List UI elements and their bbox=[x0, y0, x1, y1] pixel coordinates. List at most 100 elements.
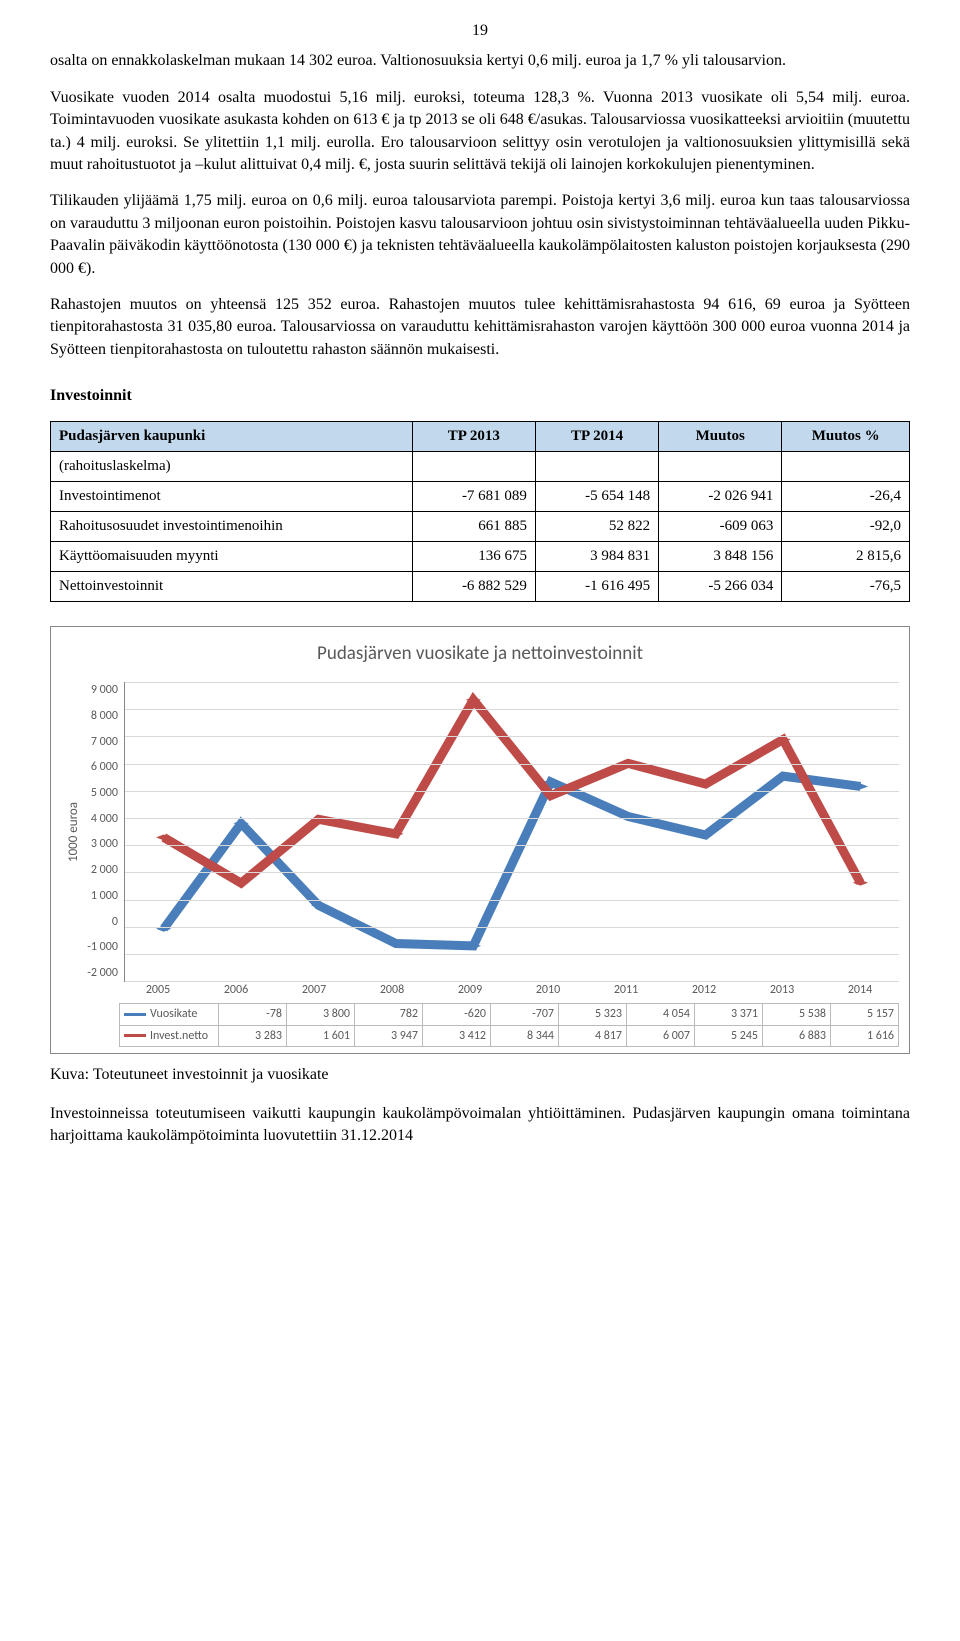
legend-value: 1 616 bbox=[831, 1025, 899, 1047]
table-cell: -609 063 bbox=[659, 512, 782, 542]
chart-y-axis: 9 000 8 000 7 000 6 000 5 000 4 000 3 000 2 000… bbox=[87, 682, 124, 982]
y-tick: 2 000 bbox=[87, 862, 118, 879]
table-cell: 3 984 831 bbox=[535, 542, 658, 572]
legend-value: -707 bbox=[491, 1003, 559, 1025]
paragraph-4: Rahastojen muutos on yhteensä 125 352 eu… bbox=[50, 294, 910, 361]
table-cell: (rahoituslaskelma) bbox=[51, 452, 413, 482]
y-tick: 4 000 bbox=[87, 811, 118, 828]
table-header-cell: Muutos % bbox=[782, 422, 910, 452]
x-tick: 2006 bbox=[197, 982, 275, 999]
paragraph-3: Tilikauden ylijäämä 1,75 milj. euroa on … bbox=[50, 190, 910, 280]
legend-value: -78 bbox=[219, 1003, 287, 1025]
chart-y-label: 1000 euroa bbox=[61, 682, 87, 982]
x-tick: 2007 bbox=[275, 982, 353, 999]
legend-label: Invest.netto bbox=[120, 1025, 219, 1047]
table-row: Investointimenot-7 681 089-5 654 148-2 0… bbox=[51, 482, 910, 512]
table-row: Käyttöomaisuuden myynti136 6753 984 8313… bbox=[51, 542, 910, 572]
table-header-cell: Muutos bbox=[659, 422, 782, 452]
chart-x-labels: 2005200620072008200920102011201220132014 bbox=[119, 982, 899, 999]
legend-value: 4 817 bbox=[559, 1025, 627, 1047]
legend-value: 5 538 bbox=[763, 1003, 831, 1025]
legend-label: Vuosikate bbox=[120, 1003, 219, 1025]
table-cell: -2 026 941 bbox=[659, 482, 782, 512]
x-tick: 2013 bbox=[743, 982, 821, 999]
investoinnit-table: Pudasjärven kaupunkiTP 2013TP 2014Muutos… bbox=[50, 421, 910, 602]
y-tick: -1 000 bbox=[87, 939, 118, 956]
table-cell: Investointimenot bbox=[51, 482, 413, 512]
legend-swatch bbox=[124, 1034, 146, 1037]
table-cell bbox=[659, 452, 782, 482]
chart-lines bbox=[125, 682, 899, 981]
y-tick: 8 000 bbox=[87, 708, 118, 725]
legend-value: 8 344 bbox=[491, 1025, 559, 1047]
table-header-cell: TP 2013 bbox=[412, 422, 535, 452]
x-tick: 2012 bbox=[665, 982, 743, 999]
legend-value: 3 412 bbox=[423, 1025, 491, 1047]
table-cell: Nettoinvestoinnit bbox=[51, 572, 413, 602]
table-cell bbox=[412, 452, 535, 482]
table-row: Nettoinvestoinnit-6 882 529-1 616 495-5 … bbox=[51, 572, 910, 602]
y-tick: 7 000 bbox=[87, 734, 118, 751]
footer-paragraph: Investoinneissa toteutumiseen vaikutti k… bbox=[50, 1103, 910, 1148]
legend-value: 5 323 bbox=[559, 1003, 627, 1025]
chart-plot bbox=[124, 682, 899, 982]
table-cell: 2 815,6 bbox=[782, 542, 910, 572]
legend-row: Invest.netto3 2831 6013 9473 4128 3444 8… bbox=[120, 1025, 899, 1047]
table-cell bbox=[535, 452, 658, 482]
legend-value: 6 883 bbox=[763, 1025, 831, 1047]
table-row: Rahoitusosuudet investointimenoihin661 8… bbox=[51, 512, 910, 542]
table-cell: -5 266 034 bbox=[659, 572, 782, 602]
table-cell: -5 654 148 bbox=[535, 482, 658, 512]
table-cell: Käyttöomaisuuden myynti bbox=[51, 542, 413, 572]
y-tick: 1 000 bbox=[87, 888, 118, 905]
paragraph-1: osalta on ennakkolaskelman mukaan 14 302… bbox=[50, 50, 910, 72]
legend-value: 4 054 bbox=[627, 1003, 695, 1025]
table-cell bbox=[782, 452, 910, 482]
chart-container: Pudasjärven vuosikate ja nettoinvestoinn… bbox=[50, 626, 910, 1054]
legend-swatch bbox=[124, 1013, 146, 1016]
y-tick: 9 000 bbox=[87, 682, 118, 699]
table-cell: 3 848 156 bbox=[659, 542, 782, 572]
table-cell: -92,0 bbox=[782, 512, 910, 542]
table-header-cell: TP 2014 bbox=[535, 422, 658, 452]
table-cell: -7 681 089 bbox=[412, 482, 535, 512]
table-cell: 136 675 bbox=[412, 542, 535, 572]
chart-legend: Vuosikate-783 800782-620-7075 3234 0543 … bbox=[119, 1003, 899, 1048]
table-cell: -1 616 495 bbox=[535, 572, 658, 602]
y-tick: 6 000 bbox=[87, 759, 118, 776]
legend-value: 3 371 bbox=[695, 1003, 763, 1025]
x-tick: 2014 bbox=[821, 982, 899, 999]
y-tick: 5 000 bbox=[87, 785, 118, 802]
x-tick: 2011 bbox=[587, 982, 665, 999]
legend-value: 6 007 bbox=[627, 1025, 695, 1047]
table-cell: 52 822 bbox=[535, 512, 658, 542]
legend-row: Vuosikate-783 800782-620-7075 3234 0543 … bbox=[120, 1003, 899, 1025]
chart-title: Pudasjärven vuosikate ja nettoinvestoinn… bbox=[61, 641, 899, 668]
legend-value: 5 245 bbox=[695, 1025, 763, 1047]
x-tick: 2010 bbox=[509, 982, 587, 999]
section-title-investoinnit: Investoinnit bbox=[50, 385, 910, 407]
x-tick: 2005 bbox=[119, 982, 197, 999]
table-cell: Rahoitusosuudet investointimenoihin bbox=[51, 512, 413, 542]
y-tick: -2 000 bbox=[87, 965, 118, 982]
y-tick: 0 bbox=[87, 914, 118, 931]
y-tick: 3 000 bbox=[87, 836, 118, 853]
table-cell: -26,4 bbox=[782, 482, 910, 512]
x-tick: 2009 bbox=[431, 982, 509, 999]
chart-caption: Kuva: Toteutuneet investoinnit ja vuosik… bbox=[50, 1064, 910, 1086]
legend-value: 3 947 bbox=[355, 1025, 423, 1047]
paragraph-2: Vuosikate vuoden 2014 osalta muodostui 5… bbox=[50, 87, 910, 177]
legend-value: 5 157 bbox=[831, 1003, 899, 1025]
table-header-cell: Pudasjärven kaupunki bbox=[51, 422, 413, 452]
legend-value: 1 601 bbox=[287, 1025, 355, 1047]
legend-value: 3 283 bbox=[219, 1025, 287, 1047]
legend-value: 3 800 bbox=[287, 1003, 355, 1025]
legend-value: -620 bbox=[423, 1003, 491, 1025]
page-number: 19 bbox=[50, 20, 910, 42]
legend-value: 782 bbox=[355, 1003, 423, 1025]
table-cell: 661 885 bbox=[412, 512, 535, 542]
x-tick: 2008 bbox=[353, 982, 431, 999]
table-cell: -6 882 529 bbox=[412, 572, 535, 602]
table-row: (rahoituslaskelma) bbox=[51, 452, 910, 482]
table-cell: -76,5 bbox=[782, 572, 910, 602]
